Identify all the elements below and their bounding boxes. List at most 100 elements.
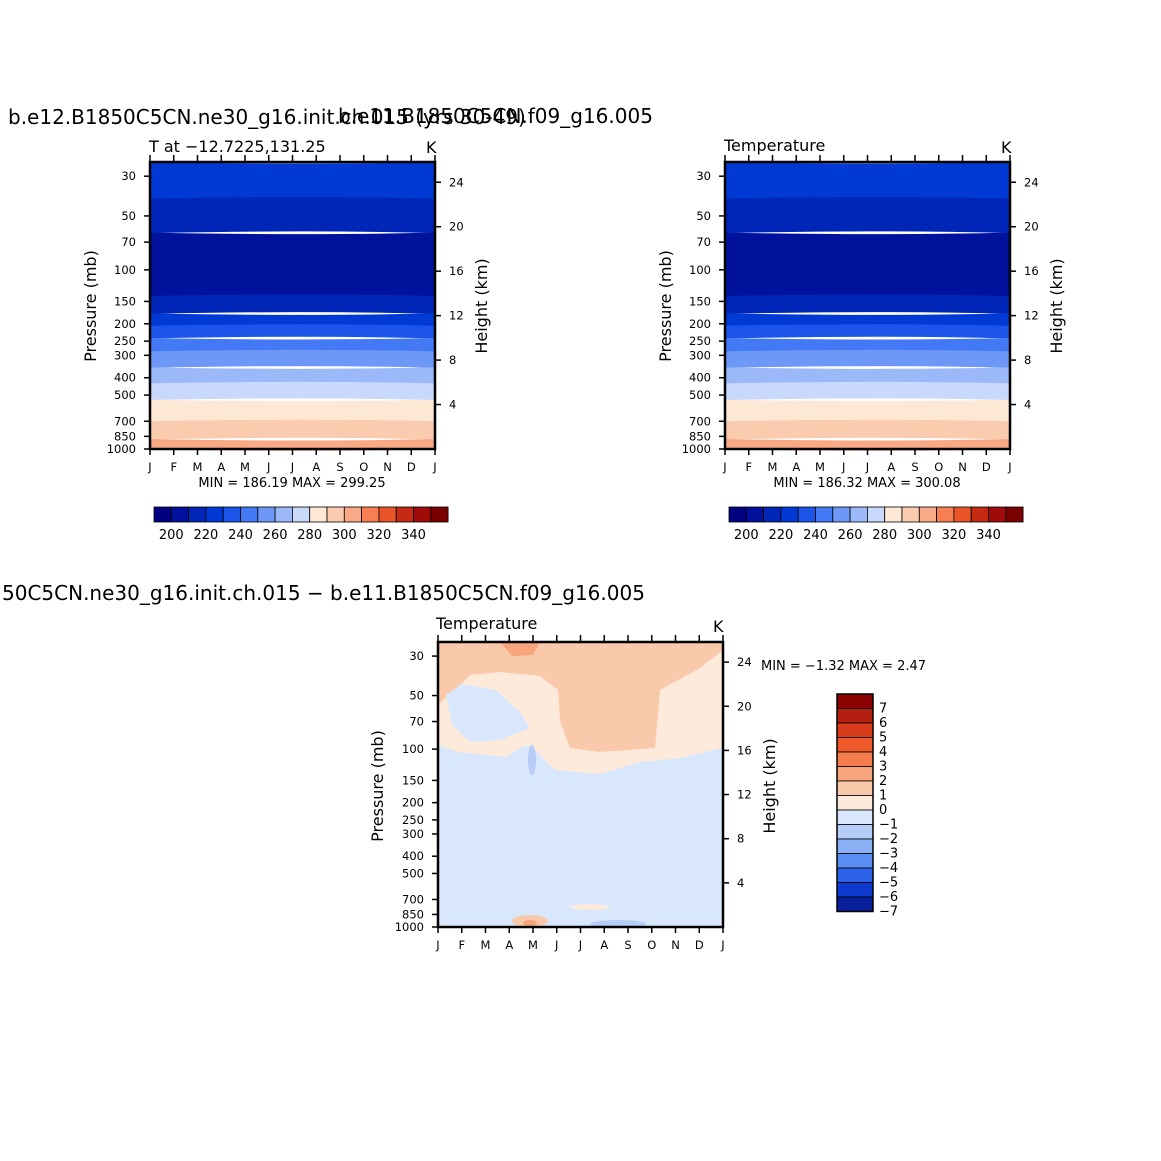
p1-cbar-label-1: 220 <box>193 528 218 543</box>
p2-cbar-label-4: 280 <box>872 528 897 543</box>
p2-xtick-label-4: M <box>815 460 825 474</box>
p2-xtick-label-5: J <box>841 460 845 474</box>
panel1-plot-area <box>150 162 435 451</box>
p3-xtick-label-1: F <box>458 938 465 952</box>
p1-cbar-label-3: 260 <box>263 528 288 543</box>
p3-cbar-box-2 <box>836 722 874 738</box>
p2-band-1 <box>725 197 1010 234</box>
p3-ytick-label-5: 200 <box>402 796 424 810</box>
p3-rtick-label-5: 4 <box>737 876 744 890</box>
panel3-warm-spot-700mb <box>570 904 610 910</box>
p2-xtick-label-10: N <box>958 460 967 474</box>
p3-xtick-label-5: J <box>554 938 558 952</box>
panel1-right-axis-label: Height (km) <box>472 258 491 353</box>
p1-xtick-label-8: S <box>336 460 343 474</box>
p1-cbar-box-12 <box>361 506 380 523</box>
p3-cbar-label-9: −2 <box>879 832 898 847</box>
p3-cbar-box-1 <box>836 708 874 724</box>
p2-band-5 <box>725 324 1010 339</box>
p2-xtick-label-2: M <box>768 460 778 474</box>
panel2-plot-area <box>725 162 1010 451</box>
p1-cbar-box-6 <box>257 506 276 523</box>
p1-cbar-box-10 <box>326 506 345 523</box>
p1-xtick-label-9: O <box>359 460 368 474</box>
p3-cbar-label-3: 4 <box>879 745 887 760</box>
p3-xtick-label-7: A <box>600 938 608 952</box>
p1-ytick-label-8: 400 <box>114 371 136 385</box>
p2-cbar-box-13 <box>953 506 972 523</box>
p3-xtick-label-4: M <box>528 938 538 952</box>
p1-ytick-label-5: 200 <box>114 317 136 331</box>
p2-cbar-box-4 <box>797 506 816 523</box>
p2-band-4 <box>725 313 1010 328</box>
p2-xtick-label-8: S <box>911 460 918 474</box>
p2-cbar-box-5 <box>815 506 834 523</box>
p3-xtick-label-11: D <box>695 938 704 952</box>
p2-xtick-label-3: A <box>792 460 800 474</box>
panel1-header-title: b.e12.B1850C5CN.ne30_g16.init.ch.015 (yr… <box>8 105 526 129</box>
p3-cbar-label-5: 2 <box>879 774 887 789</box>
p1-cbar-box-8 <box>291 506 311 523</box>
p3-ytick-label-2: 70 <box>409 715 424 729</box>
p1-band-10 <box>150 399 435 424</box>
p1-cbar-box-4 <box>222 506 241 523</box>
p3-ytick-label-1: 50 <box>409 689 424 703</box>
p2-xtick-label-11: D <box>982 460 991 474</box>
panel1-right-ticks: 24 20 16 12 8 4 <box>435 175 464 412</box>
p1-ytick-label-6: 250 <box>114 334 136 348</box>
p1-cbar-label-2: 240 <box>228 528 253 543</box>
p2-rtick-label-0: 24 <box>1024 175 1039 189</box>
p2-ytick-label-7: 300 <box>689 348 711 362</box>
p1-band-5 <box>150 324 435 339</box>
p1-cbar-box-14 <box>395 506 414 523</box>
panel2-colorbar: 200 220 240 260 280 300 320 340 <box>728 506 1024 543</box>
p1-xtick-label-0: J <box>147 460 151 474</box>
p2-cbar-box-10 <box>901 506 920 523</box>
p1-xtick-label-7: A <box>312 460 320 474</box>
p3-cbar-label-10: −3 <box>879 847 898 862</box>
panel3-warm-region-medium <box>438 642 723 752</box>
panel3-right-ticks: 24 20 16 12 8 4 <box>723 655 752 890</box>
p2-band-3 <box>725 294 1010 314</box>
p3-cbar-box-0 <box>836 693 874 709</box>
p2-xtick-label-0: J <box>722 460 726 474</box>
panel2-units: K <box>1001 138 1012 157</box>
p2-ytick-label-2: 70 <box>696 235 711 249</box>
p2-ytick-label-9: 500 <box>689 388 711 402</box>
p3-rtick-label-1: 20 <box>737 699 752 713</box>
p1-cbar-box-5 <box>240 506 259 523</box>
p2-ytick-label-8: 400 <box>689 371 711 385</box>
panel2-right-ticks: 24 20 16 12 8 4 <box>1010 175 1039 412</box>
p2-xtick-label-6: J <box>865 460 869 474</box>
p2-rtick-label-4: 8 <box>1024 353 1031 367</box>
p2-ytick-label-4: 150 <box>689 294 711 308</box>
p1-rtick-label-5: 4 <box>449 398 456 412</box>
p3-cbar-label-4: 3 <box>879 760 887 775</box>
p1-cbar-label-4: 280 <box>297 528 322 543</box>
p2-cbar-label-3: 260 <box>838 528 863 543</box>
p2-cbar-box-9 <box>884 506 903 523</box>
p3-cbar-box-3 <box>836 737 874 753</box>
p3-rtick-label-2: 16 <box>737 743 752 757</box>
p2-cbar-box-1 <box>745 506 764 523</box>
panel1-left-label: T at −12.7225,131.25 <box>148 137 326 156</box>
p3-cbar-box-6 <box>836 780 874 796</box>
panel1-colorbar: 200 220 240 260 280 300 320 340 <box>153 506 449 543</box>
p1-rtick-label-4: 8 <box>449 353 456 367</box>
p3-ytick-label-7: 300 <box>402 827 424 841</box>
p2-cbar-label-2: 240 <box>803 528 828 543</box>
p3-ytick-label-11: 850 <box>402 907 424 921</box>
p2-cbar-box-14 <box>970 506 989 523</box>
p2-ytick-label-11: 850 <box>689 429 711 443</box>
panel3-cool-spot-100mb <box>528 745 536 775</box>
p3-xtick-label-2: M <box>481 938 491 952</box>
p2-cbar-box-15 <box>988 506 1007 523</box>
p1-xtick-label-1: F <box>170 460 177 474</box>
p2-ytick-label-1: 50 <box>696 209 711 223</box>
p1-band-6 <box>150 337 435 354</box>
